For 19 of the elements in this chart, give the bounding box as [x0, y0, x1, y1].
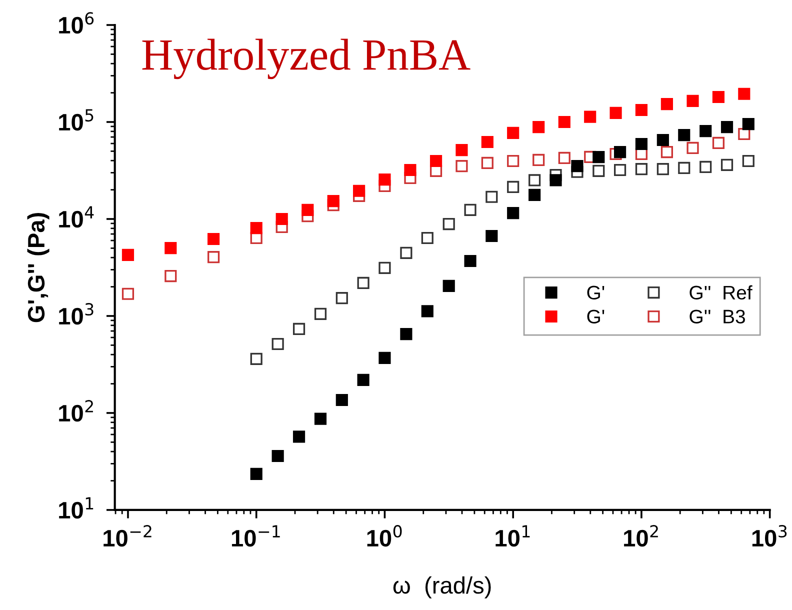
- y-tick-label: 10$^{6}$: [59, 12, 94, 34]
- legend-label: G': [587, 310, 604, 324]
- x-axis-title: ω (rad/s): [393, 576, 491, 598]
- y-tick-label: 10$^{1}$: [59, 497, 94, 519]
- x-tick-label: 10$^{0}$: [367, 525, 402, 547]
- y-axis-title: G',G'' (Pa): [27, 213, 50, 322]
- y-tick-label: 10$^{4}$: [59, 206, 94, 228]
- y-tick-label: 10$^{2}$: [59, 400, 93, 422]
- legend-label: G': [587, 286, 604, 300]
- x-tick-label: 10$^{3}$: [752, 525, 787, 547]
- chart-title: Hydrolyzed PnBA: [142, 38, 470, 80]
- x-tick-label: 10$^{−1}$: [232, 525, 280, 547]
- y-tick-label: 10$^{5}$: [59, 109, 94, 131]
- legend-label: G'' B3: [690, 310, 745, 324]
- x-tick-label: 10$^{1}$: [496, 525, 530, 547]
- x-tick-label: 10$^{2}$: [624, 525, 658, 547]
- x-tick-label: 10$^{−2}$: [104, 525, 152, 547]
- legend-label: G'' Ref: [690, 285, 752, 300]
- y-tick-label: 10$^{3}$: [59, 303, 94, 325]
